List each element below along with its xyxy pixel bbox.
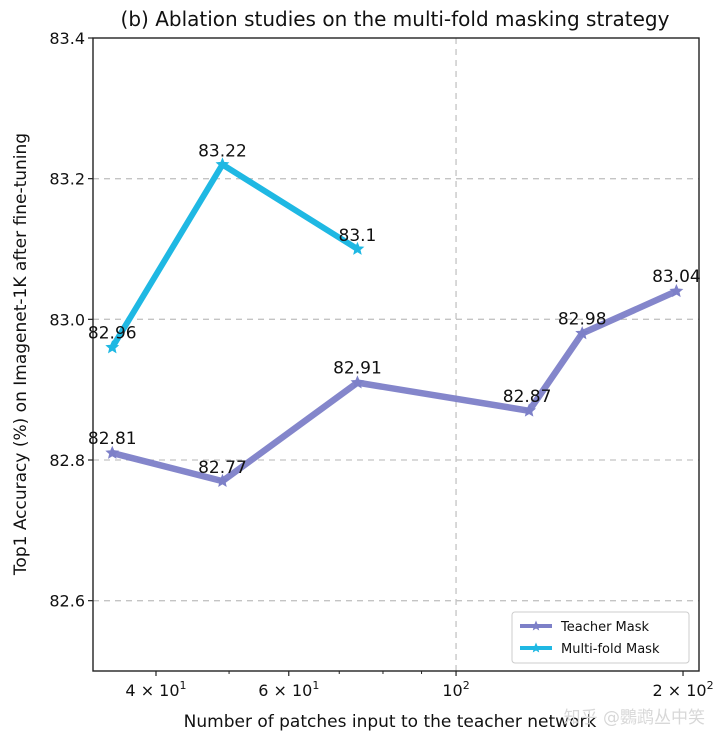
x-axis-label: Number of patches input to the teacher n… <box>184 712 597 732</box>
data-label-teacher-mask-1: 82.77 <box>198 458 247 478</box>
y-axis-label: Top1 Accuracy (%) on Imagenet-1K after f… <box>11 133 31 576</box>
data-label-teacher-mask-3: 82.87 <box>503 387 552 407</box>
plot-frame <box>92 37 700 672</box>
series-line-multi-fold-mask <box>109 161 360 350</box>
y-tick-label-83-0: 83.0 <box>49 310 85 329</box>
data-label-teacher-mask-0: 82.81 <box>88 429 137 449</box>
data-point-teacher-mask-4 <box>575 326 590 340</box>
legend-box <box>511 611 690 664</box>
data-label-teacher-mask-5: 83.04 <box>652 267 701 287</box>
x-tick-label-base: 4 × 10 <box>125 681 179 700</box>
y-tick-label-82-6: 82.6 <box>49 592 85 611</box>
data-point-teacher-mask-0 <box>105 445 120 459</box>
x-tick-label-base: 2 × 10 <box>652 681 706 700</box>
grid-lines <box>93 38 699 671</box>
x-tick-label-exponent: 2 <box>463 679 470 692</box>
data-point-multi-fold-mask-0 <box>105 340 120 354</box>
x-tick-label-exponent: 2 <box>707 679 714 692</box>
x-tick-label-base: 6 × 10 <box>258 681 312 700</box>
data-label-teacher-mask-4: 82.98 <box>558 309 607 329</box>
data-label-teacher-mask-2: 82.91 <box>333 359 382 379</box>
watermark: 知乎 @鸚鹉丛中笑 <box>564 708 705 728</box>
x-tick-label-exponent: 1 <box>180 679 187 692</box>
data-point-teacher-mask-1 <box>215 473 230 487</box>
y-tick-label-83-2: 83.2 <box>49 170 85 189</box>
x-tick-label-exponent: 1 <box>312 679 319 692</box>
legend-marker-teacher-mask <box>530 620 542 631</box>
x-tick-label-200: 2 × 102 <box>652 679 713 700</box>
x-tick-label-60: 6 × 101 <box>258 679 319 700</box>
data-label-multi-fold-mask-0: 82.96 <box>88 323 137 343</box>
data-labels: 82.81 82.77 82.91 82.87 82.98 83.04 82.96 83.22… <box>88 142 701 479</box>
series-line-teacher-mask <box>111 288 678 485</box>
legend: Teacher Mask Multi-fold Mask <box>511 611 690 664</box>
legend-label-teacher-mask: Teacher Mask <box>560 620 650 635</box>
x-tick-label-40: 4 × 101 <box>125 679 186 700</box>
data-point-teacher-mask-5 <box>669 283 684 298</box>
x-tick-label-base: 10 <box>442 681 462 700</box>
chart-title: (b) Ablation studies on the multi-fold m… <box>121 7 670 31</box>
legend-marker-multi-fold-mask <box>530 642 542 653</box>
y-tick-label-82-8: 82.8 <box>49 451 85 470</box>
series-lines <box>105 157 684 487</box>
y-tick-label-83-4: 83.4 <box>49 29 85 48</box>
data-point-multi-fold-mask-1 <box>215 157 230 171</box>
legend-label-multi-fold-mask: Multi-fold Mask <box>561 642 660 657</box>
axis-ticks: 82.682.883.083.283.44 × 101 6 × 101 102 2 ×… <box>49 29 713 700</box>
data-point-teacher-mask-2 <box>350 375 365 389</box>
x-tick-label-100: 102 <box>442 679 469 700</box>
data-point-teacher-mask-3 <box>522 403 537 417</box>
data-point-multi-fold-mask-2 <box>350 241 365 255</box>
data-label-multi-fold-mask-2: 83.1 <box>339 226 377 246</box>
data-label-multi-fold-mask-1: 83.22 <box>198 142 247 162</box>
